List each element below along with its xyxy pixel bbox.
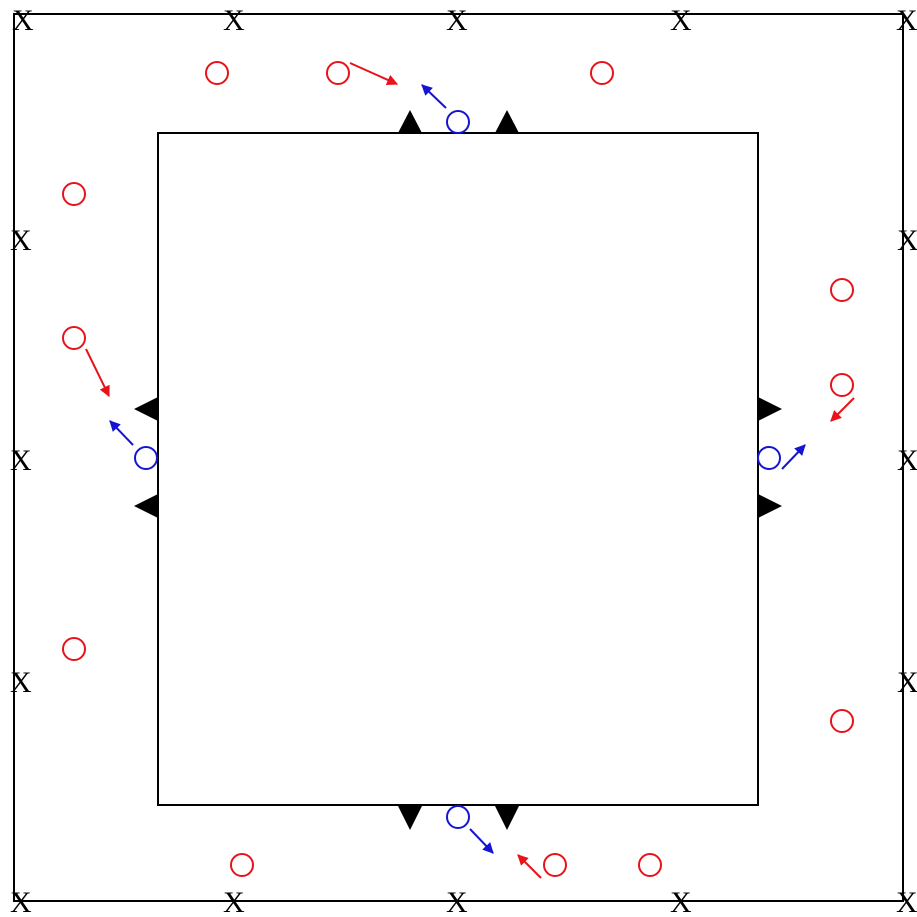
red-player (205, 61, 229, 85)
cone-left-bottom (134, 494, 158, 518)
x-right-2: X (897, 444, 917, 477)
red-player (830, 278, 854, 302)
x-markers: X X X X X X X X X X X X X X X X (10, 4, 917, 917)
red-player (638, 853, 662, 877)
cone-top-left (398, 110, 422, 133)
red-players (62, 61, 854, 877)
red-player (590, 61, 614, 85)
blue-player-top (446, 110, 470, 134)
x-bottom-2: X (223, 886, 245, 917)
blue-arrow-bottom (469, 828, 494, 854)
cone-right-bottom (758, 494, 782, 518)
inner-square (157, 132, 759, 806)
blue-arrow-left (109, 420, 134, 446)
blue-arrows (109, 84, 806, 854)
blue-players (134, 110, 781, 829)
cone-top-right (495, 110, 519, 133)
x-bottom-3: X (446, 886, 468, 917)
red-arrows (85, 62, 855, 879)
cones (134, 110, 782, 830)
red-player (62, 182, 86, 206)
x-right-3: X (897, 666, 917, 699)
x-bottom-1: X (10, 886, 32, 917)
cone-bottom-right (495, 806, 519, 830)
x-top-3: X (446, 4, 468, 37)
red-player (830, 373, 854, 397)
x-left-2: X (10, 444, 32, 477)
x-bottom-5: X (896, 886, 917, 917)
blue-player-bottom (446, 805, 470, 829)
outer-field-boundary (13, 13, 904, 902)
red-player (62, 637, 86, 661)
cone-left-top (134, 397, 158, 421)
x-top-2: X (223, 4, 245, 37)
cone-right-top (758, 397, 782, 421)
red-arrow-left (85, 348, 110, 397)
red-player (62, 326, 86, 350)
blue-player-left (134, 446, 158, 470)
red-arrow-top (349, 62, 399, 85)
x-right-1: X (897, 224, 917, 257)
blue-arrow-top (421, 84, 447, 109)
red-player (543, 853, 567, 877)
x-left-3: X (10, 666, 32, 699)
red-arrow-bottom (517, 854, 542, 879)
red-player (230, 853, 254, 877)
x-top-1: X (12, 4, 34, 37)
red-arrow-right (830, 397, 855, 422)
blue-player-right (757, 446, 781, 470)
x-top-4: X (670, 4, 692, 37)
cone-bottom-left (398, 806, 422, 830)
x-bottom-4: X (670, 886, 692, 917)
red-player (830, 709, 854, 733)
blue-arrow-right (781, 444, 806, 470)
x-top-5: X (896, 4, 917, 37)
x-left-1: X (10, 224, 32, 257)
red-player (326, 61, 350, 85)
